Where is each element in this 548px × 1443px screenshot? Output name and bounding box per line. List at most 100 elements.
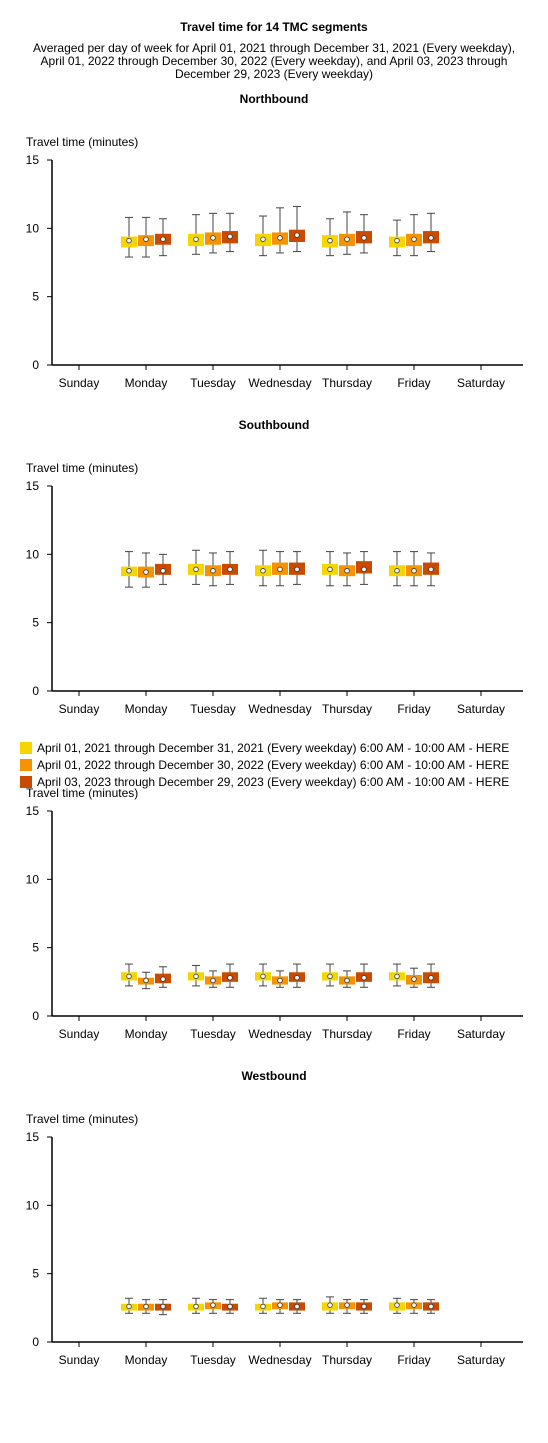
- legend-label: April 03, 2023 through December 29, 2023…: [37, 774, 510, 789]
- median-marker: [227, 233, 233, 240]
- median-marker: [210, 1302, 216, 1308]
- x-tick-label: Saturday: [457, 1027, 505, 1041]
- legend-item[interactable]: April 01, 2022 through December 30, 2022…: [20, 756, 509, 773]
- x-tick-label: Tuesday: [190, 376, 236, 390]
- median-marker: [126, 568, 132, 574]
- x-tick-label: Saturday: [457, 702, 505, 716]
- chart-subtitle: Averaged per day of week for April 01, 2…: [32, 41, 516, 81]
- median-marker: [394, 1302, 400, 1308]
- x-tick-label: Friday: [397, 1027, 430, 1041]
- median-marker: [160, 236, 166, 242]
- x-tick-label: Monday: [125, 1353, 168, 1367]
- legend-label: April 01, 2022 through December 30, 2022…: [37, 757, 510, 772]
- median-marker: [260, 236, 266, 242]
- median-marker: [143, 569, 149, 575]
- median-marker: [193, 236, 199, 242]
- median-marker: [126, 237, 132, 244]
- x-tick-label: Monday: [125, 376, 168, 390]
- median-marker: [327, 237, 333, 244]
- median-marker: [277, 235, 283, 241]
- x-tick-label: Wednesday: [248, 376, 311, 390]
- chart-title: Travel time for 14 TMC segments: [180, 20, 368, 34]
- median-marker: [428, 1303, 434, 1310]
- x-tick-label: Thursday: [322, 376, 372, 390]
- y-tick-label: 15: [26, 153, 40, 167]
- legend-label: April 01, 2021 through December 31, 2021…: [37, 740, 510, 755]
- y-tick-label: 5: [32, 290, 39, 304]
- chart-panel: Northbound Travel time (minutes) 0 5 10 15 Sun…: [26, 92, 523, 390]
- median-marker: [143, 236, 149, 242]
- legend-swatch: [20, 758, 32, 771]
- median-marker: [394, 973, 400, 980]
- median-marker: [227, 1303, 233, 1310]
- median-marker: [428, 975, 434, 981]
- median-marker: [361, 975, 367, 981]
- median-marker: [143, 1303, 149, 1310]
- x-tick-label: Tuesday: [190, 1353, 236, 1367]
- x-tick-label: Sunday: [59, 1353, 100, 1367]
- x-tick-label: Saturday: [457, 1353, 505, 1367]
- legend-swatch: [20, 775, 32, 788]
- median-marker: [210, 235, 216, 241]
- median-marker: [394, 237, 400, 244]
- median-marker: [160, 568, 166, 574]
- median-marker: [344, 1302, 350, 1308]
- median-marker: [277, 566, 283, 573]
- legend-swatch: [20, 741, 32, 754]
- x-tick-label: Friday: [397, 1353, 430, 1367]
- y-tick-label: 10: [26, 547, 40, 561]
- median-marker: [327, 973, 333, 980]
- y-tick-label: 15: [26, 479, 40, 493]
- y-axis-label: Travel time (minutes): [26, 786, 138, 800]
- median-marker: [160, 976, 166, 982]
- median-marker: [411, 1302, 417, 1308]
- median-marker: [344, 568, 350, 574]
- x-tick-label: Thursday: [322, 702, 372, 716]
- y-tick-label: 15: [26, 804, 40, 818]
- median-marker: [193, 566, 199, 573]
- legend-item[interactable]: April 01, 2021 through December 31, 2021…: [20, 739, 509, 756]
- legend-item[interactable]: April 03, 2023 through December 29, 2023…: [20, 773, 509, 790]
- x-tick-label: Sunday: [59, 702, 100, 716]
- median-marker: [327, 1302, 333, 1308]
- y-axis-label: Travel time (minutes): [26, 135, 138, 149]
- median-marker: [327, 566, 333, 573]
- x-tick-label: Wednesday: [248, 1027, 311, 1041]
- y-tick-label: 5: [32, 1267, 39, 1281]
- median-marker: [260, 568, 266, 574]
- x-tick-label: Wednesday: [248, 702, 311, 716]
- x-tick-label: Saturday: [457, 376, 505, 390]
- x-tick-label: Monday: [125, 702, 168, 716]
- chart-panel: Westbound Travel time (minutes) 0 5 10 15 Sund…: [26, 1069, 523, 1367]
- x-tick-label: Sunday: [59, 1027, 100, 1041]
- x-tick-label: Thursday: [322, 1353, 372, 1367]
- median-marker: [411, 568, 417, 574]
- median-marker: [361, 566, 367, 573]
- y-tick-label: 10: [26, 872, 40, 886]
- median-marker: [394, 568, 400, 574]
- median-marker: [126, 973, 132, 980]
- median-marker: [260, 1303, 266, 1310]
- median-marker: [411, 976, 417, 982]
- median-marker: [344, 977, 350, 984]
- legend: April 01, 2021 through December 31, 2021…: [20, 739, 509, 790]
- median-marker: [277, 1302, 283, 1308]
- median-marker: [344, 236, 350, 242]
- median-marker: [361, 235, 367, 241]
- median-marker: [260, 973, 266, 980]
- x-tick-label: Friday: [397, 702, 430, 716]
- median-marker: [227, 975, 233, 981]
- median-marker: [143, 977, 149, 984]
- median-marker: [294, 566, 300, 573]
- x-tick-label: Monday: [125, 1027, 168, 1041]
- median-marker: [193, 973, 199, 980]
- panel-title: Westbound: [241, 1069, 306, 1083]
- median-marker: [227, 566, 233, 573]
- y-tick-label: 5: [32, 616, 39, 630]
- median-marker: [411, 236, 417, 242]
- x-tick-label: Sunday: [59, 376, 100, 390]
- median-marker: [277, 977, 283, 984]
- median-marker: [294, 1303, 300, 1310]
- y-tick-label: 5: [32, 941, 39, 955]
